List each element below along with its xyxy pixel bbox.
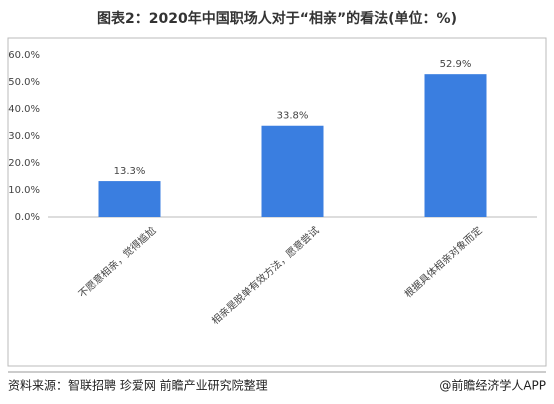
x-tick-label: 不愿意相亲，觉得尴尬 xyxy=(76,224,159,301)
value-label: 13.3% xyxy=(114,166,146,177)
y-tick-label: 20.0% xyxy=(8,158,40,169)
value-label: 52.9% xyxy=(440,59,472,70)
y-tick-label: 40.0% xyxy=(8,104,40,115)
credit: @前瞻经济学人APP xyxy=(439,378,546,393)
bar xyxy=(261,125,324,217)
y-tick-label: 50.0% xyxy=(8,77,40,88)
bar xyxy=(98,181,161,217)
y-tick-label: 0.0% xyxy=(15,212,40,223)
value-label: 33.8% xyxy=(277,111,309,122)
x-tick-label: 相亲是脱单有效方法，愿意尝试 xyxy=(209,224,322,327)
chart-frame xyxy=(7,37,547,367)
bar xyxy=(424,74,487,217)
chart-title: 图表2：2020年中国职场人对于“相亲”的看法(单位：%) xyxy=(97,10,457,27)
source: 资料来源：智联招聘 珍爱网 前瞻产业研究院整理 xyxy=(8,378,268,393)
y-tick-label: 30.0% xyxy=(8,131,40,142)
y-tick-label: 60.0% xyxy=(8,50,40,61)
x-tick-label: 根据具体相亲对象而定 xyxy=(402,224,485,301)
y-tick-label: 10.0% xyxy=(8,185,40,196)
